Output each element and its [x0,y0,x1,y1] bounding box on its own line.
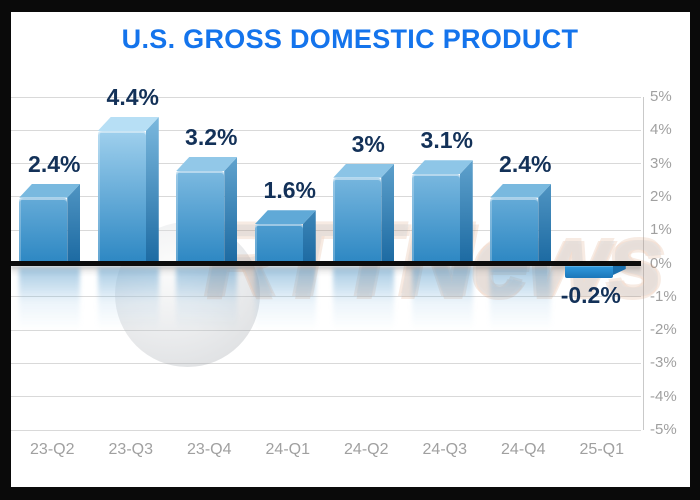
value-label-23-Q4: 3.2% [185,123,238,150]
x-axis-label-24-Q3: 24-Q3 [422,441,467,458]
y-tick-label: -4% [650,387,677,405]
chart-title: U.S. GROSS DOMESTIC PRODUCT [121,24,579,54]
bar-side-face-24-Q3 [459,160,473,264]
gridline [11,96,641,98]
bar-side-face-24-Q2 [381,163,395,264]
bar-side-face-23-Q3 [145,116,159,264]
y-axis-line [643,97,644,430]
zero-line-shadow [11,266,641,276]
value-label-23-Q2: 2.4% [28,150,81,177]
bar-reflection [411,267,473,330]
y-tick-label: 3% [650,154,672,172]
y-tick-label: -2% [650,321,677,339]
bar-side-face-24-Q1 [302,210,316,264]
y-tick-label: 0% [650,254,672,272]
y-tick-label: 2% [650,187,672,205]
bar-24-Q2 [333,177,382,266]
bar-reflection [254,267,316,330]
x-axis-label-24-Q4: 24-Q4 [501,441,546,458]
y-tick-label: -1% [650,287,677,305]
gridline [11,296,641,298]
bar-top-face-23-Q3 [98,117,159,131]
gridline [11,163,641,165]
x-axis-label-24-Q1: 24-Q1 [265,441,310,458]
gridline [11,362,641,364]
bar-top-face-24-Q1 [255,210,316,224]
bar-side-face-23-Q2 [67,183,81,264]
gridline [11,396,641,398]
bar-top-face-24-Q4 [490,184,551,198]
gridline [11,229,641,231]
y-tick-label: 1% [650,221,672,239]
bar-23-Q3 [97,130,146,266]
value-label-24-Q1: 1.6% [263,177,316,204]
x-axis-label-24-Q2: 24-Q2 [344,441,389,458]
x-axis-label-23-Q4: 23-Q4 [187,441,232,458]
bar-top-face-24-Q3 [412,160,473,174]
bar-reflection [97,267,159,330]
gridline [11,329,641,331]
gridline [11,429,641,431]
x-axis-label-25-Q1: 25-Q1 [579,441,624,458]
bar-23-Q4 [176,170,225,266]
bar-top-face-23-Q2 [19,184,80,198]
bar-24-Q4 [490,197,539,266]
y-tick-label: 4% [650,121,672,139]
bar-reflection [490,267,552,330]
gridline [11,196,641,198]
bar-24-Q1 [254,224,303,266]
y-tick-label: -5% [650,421,677,438]
gridline [11,129,641,131]
bar-reflection [19,267,81,330]
bar-24-Q3 [411,174,460,266]
bar-side-face-23-Q4 [224,156,238,264]
value-label-23-Q3: 4.4% [106,83,159,110]
bar-reflection [176,267,238,330]
value-label-24-Q4: 2.4% [499,150,552,177]
bar-top-face-24-Q2 [333,164,394,178]
y-tick-label: 5% [650,88,672,105]
bar-23-Q2 [19,197,68,266]
bar-reflection [333,267,395,330]
y-tick-label: -3% [650,354,677,372]
bar-side-face-24-Q4 [538,183,552,264]
value-label-25-Q1: -0.2% [560,281,621,308]
x-axis-label-23-Q3: 23-Q3 [108,441,153,458]
x-axis-label-23-Q2: 23-Q2 [30,441,75,458]
value-label-24-Q2: 3% [351,130,385,157]
value-label-24-Q3: 3.1% [420,127,473,154]
bar-top-face-23-Q4 [176,157,237,171]
zero-axis-line [11,261,641,266]
